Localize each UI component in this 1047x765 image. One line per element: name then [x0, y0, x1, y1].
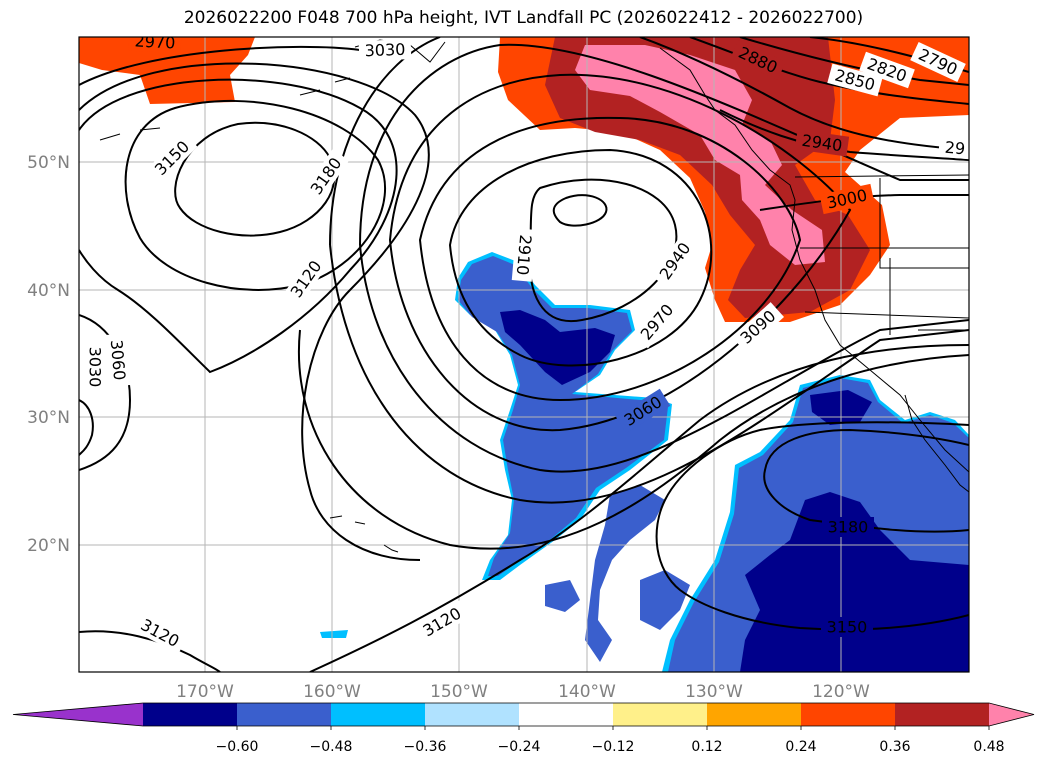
contour-label-2910: 2910 — [511, 228, 537, 282]
contour-label-3150-se: 3150 — [821, 617, 873, 637]
colorbar-segment — [425, 703, 520, 726]
contour-2880 — [639, 37, 969, 151]
islands-aleutian — [99, 77, 351, 141]
negative-ivt-shading — [320, 252, 969, 672]
contour-3090-west — [79, 62, 430, 561]
colorbar-tick-label: −0.36 — [404, 739, 447, 755]
latitude-labels: 50°N 40°N 30°N 20°N — [27, 153, 70, 556]
colorbar-extend-high — [989, 703, 1034, 726]
contour-3120-west — [79, 78, 398, 374]
lon-label-150w: 150°W — [430, 682, 488, 702]
lat-label-20n: 20°N — [27, 536, 70, 556]
contour-label-2940-ne: 2940 — [794, 129, 850, 157]
contour-3000 — [418, 116, 802, 402]
contour-label-2970-nw: 2970 — [128, 31, 182, 54]
contour-3180-west-low — [174, 121, 336, 237]
us-canada-border — [794, 174, 969, 178]
svg-text:3030: 3030 — [364, 40, 405, 60]
shade-blue-filaments — [545, 485, 690, 662]
colorbar-extend-low — [13, 703, 143, 726]
colorbar: −0.60 −0.48 −0.36 −0.24 −0.12 0.12 0.24 0.36 0.4… — [12, 702, 1035, 755]
contour-2940-ne — [719, 109, 969, 161]
colorbar-tick-label: −0.60 — [216, 739, 259, 755]
contour-label-3060-w: 3060 — [105, 333, 131, 387]
lon-label-160w: 160°W — [303, 682, 361, 702]
svg-text:3060: 3060 — [107, 339, 129, 381]
shade-lightblue-spot — [320, 630, 348, 638]
height-contours — [79, 37, 969, 672]
contour-label-2820: 2820 — [859, 51, 915, 89]
contour-3030-west — [79, 399, 94, 456]
lon-label-170w: 170°W — [176, 682, 234, 702]
colorbar-tick-label: 0.12 — [691, 739, 722, 755]
contour-3030 — [388, 73, 852, 432]
colorbar-segment — [237, 703, 332, 726]
colorbar-tick-label: 0.24 — [785, 739, 816, 755]
colorbar-tick-label: 0.48 — [973, 739, 1004, 755]
colorbar-segment — [519, 703, 614, 726]
colorbar-segment — [331, 703, 426, 726]
svg-text:3150: 3150 — [827, 618, 868, 637]
contour-3180-se — [763, 428, 969, 533]
lat-label-40n: 40°N — [27, 281, 70, 301]
colorbar-tick-label: −0.24 — [498, 739, 541, 755]
contour-2910-low — [552, 194, 608, 227]
contour-label-3030-w: 3030 — [85, 341, 105, 393]
shade-darkblue-tongue — [500, 310, 615, 385]
colorbar-tick-label: −0.12 — [592, 739, 635, 755]
colorbar-tick-label: 0.36 — [879, 739, 910, 755]
svg-text:3180: 3180 — [828, 518, 869, 537]
map-frame — [78, 36, 970, 673]
contour-label-29-edge: 29 — [938, 136, 969, 160]
colorbar-tick-label: −0.48 — [310, 739, 353, 755]
contour-2970 — [448, 148, 713, 367]
colorbar-segment — [143, 703, 238, 726]
map-title: 2026022200 F048 700 hPa height, IVT Land… — [183, 8, 864, 28]
contour-3090 — [329, 37, 969, 504]
contour-label-3180-se: 3180 — [822, 517, 874, 537]
coastline-baja — [904, 394, 969, 493]
svg-text:2910: 2910 — [513, 234, 535, 276]
contour-3120-mid — [297, 329, 969, 550]
colorbar-segment — [613, 703, 708, 726]
contour-3120-sw — [79, 630, 221, 672]
contour-3030-nw — [79, 45, 361, 86]
map-panel: 2970 3030 2880 2820 2790 2850 — [79, 31, 969, 672]
graticule — [79, 37, 969, 672]
lat-label-50n: 50°N — [27, 153, 70, 173]
lon-label-140w: 140°W — [558, 682, 616, 702]
lat-label-30n: 30°N — [27, 408, 70, 428]
colorbar-outline — [12, 702, 1035, 727]
colorbar-segment — [895, 703, 990, 726]
contour-3120-south — [309, 344, 969, 672]
svg-text:2970: 2970 — [134, 31, 176, 52]
longitude-labels: 170°W 160°W 150°W 140°W 130°W 120°W — [176, 682, 870, 702]
contour-3060 — [359, 43, 969, 473]
svg-text:29: 29 — [944, 138, 966, 159]
islands-hawaii — [329, 515, 399, 553]
contour-label-3030-top: 3030 — [358, 39, 412, 61]
contour-3060-west — [79, 314, 132, 471]
state-borders — [800, 178, 969, 335]
colorbar-segment — [801, 703, 896, 726]
svg-text:3030: 3030 — [86, 347, 105, 388]
lon-label-120w: 120°W — [812, 682, 870, 702]
lon-label-130w: 130°W — [685, 682, 743, 702]
colorbar-segment — [707, 703, 802, 726]
